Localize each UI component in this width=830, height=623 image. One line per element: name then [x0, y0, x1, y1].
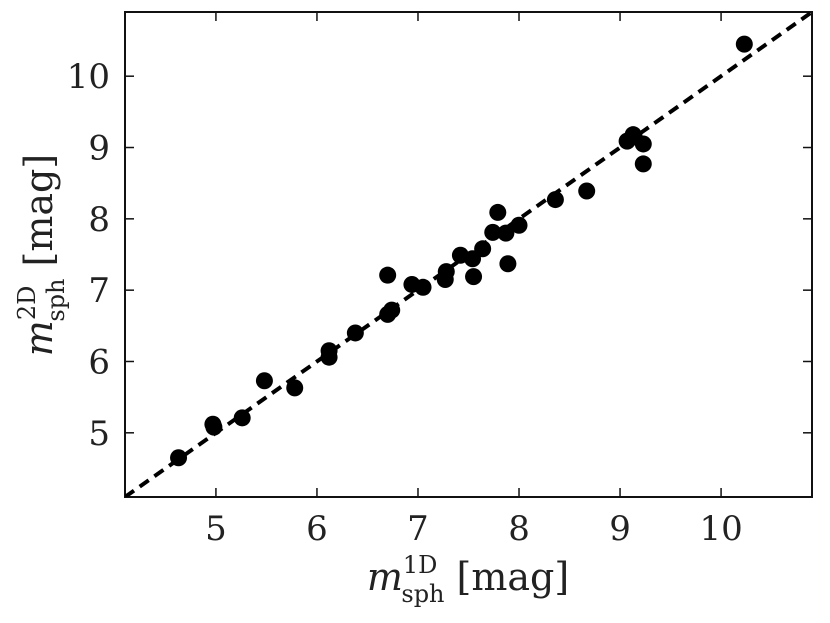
data-point [489, 203, 507, 221]
data-point [634, 155, 652, 173]
data-point [286, 379, 304, 397]
x-tick-label: 10 [699, 509, 742, 549]
y-axis-subscript: sph [42, 278, 70, 321]
y-axis-symbol: m [17, 320, 61, 356]
data-point [634, 135, 652, 153]
x-tick-labels: 5 6 7 8 9 10 [205, 509, 743, 549]
data-point [379, 266, 397, 284]
data-point [320, 342, 338, 360]
y-axis-label: m2Dsph [mag] [13, 154, 70, 356]
y-tick-label: 10 [67, 57, 110, 97]
x-tick-label: 6 [306, 509, 328, 549]
x-axis-symbol: m [367, 555, 403, 599]
data-point [497, 224, 515, 242]
plot-frame [124, 11, 813, 498]
axis-ticks [125, 12, 812, 497]
y-tick-labels: 5 6 7 8 9 10 [67, 57, 110, 454]
x-axis-superscript: 1D [403, 551, 438, 579]
y-axis-unit: [mag] [17, 154, 61, 267]
x-tick-label: 9 [609, 509, 631, 549]
x-axis-subscript: sph [401, 580, 444, 608]
data-point [484, 223, 502, 241]
data-point [510, 216, 528, 234]
data-points [170, 35, 753, 467]
x-tick-label: 7 [407, 509, 429, 549]
data-point [499, 255, 517, 273]
data-point [170, 449, 188, 467]
x-tick-label: 5 [205, 509, 227, 549]
y-tick-label: 5 [88, 414, 110, 454]
data-point [735, 35, 753, 53]
data-point [465, 268, 483, 286]
plot-area [125, 12, 812, 497]
y-tick-label: 9 [88, 129, 110, 169]
data-point [346, 324, 364, 342]
x-tick-label: 8 [508, 509, 530, 549]
data-point [255, 372, 273, 390]
data-point [233, 409, 251, 427]
y-tick-label: 8 [88, 200, 110, 240]
y-tick-label: 6 [88, 342, 110, 382]
x-axis-unit: [mag] [457, 555, 570, 599]
data-point [205, 418, 223, 436]
y-tick-label: 7 [88, 271, 110, 311]
data-point [546, 191, 564, 209]
data-point [383, 301, 401, 319]
data-point [437, 263, 455, 281]
data-point [474, 240, 492, 258]
y-axis-superscript: 2D [13, 286, 41, 321]
data-point [578, 182, 596, 200]
x-axis-label: m1D sph [mag] [367, 551, 569, 608]
data-point [414, 278, 432, 296]
